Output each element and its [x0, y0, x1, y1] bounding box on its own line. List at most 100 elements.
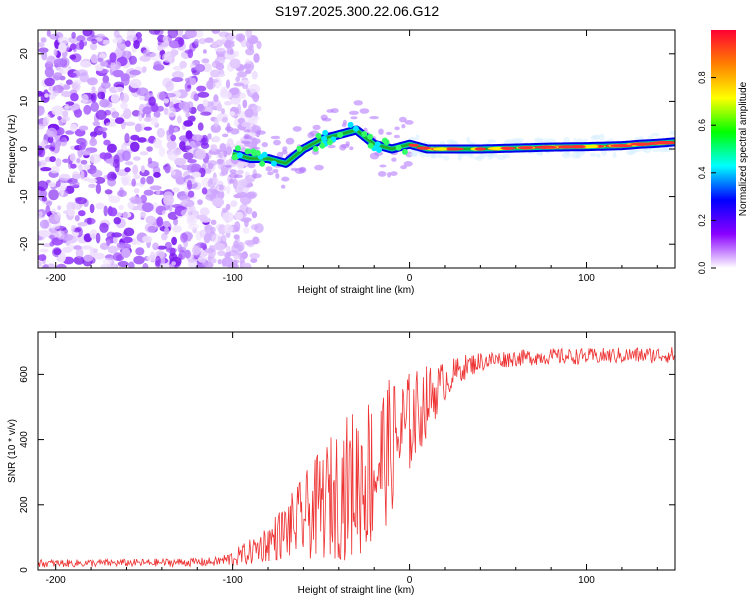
spectrogram-noise-blob: [187, 115, 196, 122]
spectrogram-noise-blob: [132, 164, 139, 176]
spectrogram-peak-spot: [535, 145, 558, 149]
spectrogram-noise-blob: [221, 116, 229, 123]
spectrogram-noise-blob: [76, 158, 81, 164]
spectrogram-noise-blob: [73, 256, 85, 265]
spectrogram-halo-blob: [404, 120, 414, 125]
spectrogram-noise-blob: [156, 189, 161, 196]
spectrogram-noise-blob: [58, 173, 71, 181]
spectrogram-noise-blob: [123, 108, 132, 120]
spectrogram-noise-blob: [187, 159, 197, 164]
spectrogram-noise-blob: [43, 263, 49, 268]
snr-ticks: -200 -100 0 100 0 200 400 600: [19, 332, 675, 586]
spectrogram-noise-blob: [215, 62, 225, 71]
spectrogram-noise-blob: [41, 50, 48, 61]
spectrogram-noise-blob: [95, 109, 107, 120]
spectrogram-noise-blob: [117, 190, 127, 197]
spectrogram-noise-blob: [177, 37, 184, 46]
spectrogram-noise-blob: [229, 111, 236, 116]
spectrogram-halo-blob: [379, 164, 387, 168]
spectrogram-halo-blob: [341, 143, 350, 149]
spectrogram-noise-blob: [117, 260, 129, 268]
spectrogram-noise-blob: [194, 38, 199, 45]
spectrogram-peak-spot: [568, 145, 586, 149]
spectrogram-noise-blob: [239, 254, 245, 266]
spectrogram-noise-blob: [89, 153, 102, 164]
spectrogram-peak-spot: [434, 147, 448, 151]
spectrogram-noise-blob: [187, 190, 195, 198]
spectrogram-halo-blob: [369, 116, 379, 120]
spectrogram-halo-blob: [546, 138, 556, 144]
spectrogram-noise-blob: [171, 236, 178, 246]
spectrogram-noise-blob: [251, 70, 258, 80]
spectrogram-noise-blob: [53, 58, 66, 67]
spectrogram-noise-blob: [233, 240, 239, 249]
spectrogram-noise-blob: [70, 224, 76, 232]
spectrogram-noise-blob: [91, 38, 98, 45]
spectrogram-halo-blob: [285, 137, 295, 145]
spectrogram-noise-blob: [148, 30, 161, 35]
spectrogram-noise-blob: [142, 106, 152, 115]
spectrogram-noise-blob: [38, 180, 48, 192]
spectrogram-noise-blob: [245, 48, 255, 56]
spectrogram-halo-blob: [281, 176, 290, 182]
spectrogram-noise-blob: [211, 233, 222, 244]
spectrogram-signal-ridge: [229, 121, 675, 168]
spectrogram-noise-blob: [171, 261, 177, 266]
spectrogram-noise-blob: [173, 218, 178, 226]
spectrogram-peak-spot: [517, 146, 534, 150]
spectrogram-noise-blob: [139, 55, 151, 62]
y-tick-label: 10: [19, 95, 30, 107]
spectrogram-halo-blob: [632, 148, 642, 153]
spectrogram-noise-blob: [204, 37, 214, 43]
spectrogram-noise-blob: [38, 145, 44, 156]
x-tick-label: -100: [223, 575, 243, 586]
x-tick-label: -200: [46, 273, 66, 284]
spectrogram-noise-blob: [58, 252, 66, 263]
spectrogram-noise-blob: [158, 146, 166, 158]
spectrogram-noise-blob: [210, 123, 221, 133]
spectrogram-noise-blob: [90, 30, 95, 37]
spectrogram-noise-blob: [106, 239, 111, 246]
spectrogram-halo-blob: [378, 128, 384, 135]
spectrogram-y-axis-label: Frequency (Hz): [7, 115, 18, 184]
spectrogram-noise-blob: [245, 207, 253, 215]
spectrogram-noise-blob: [79, 125, 89, 131]
spectrogram-noise-blob: [79, 39, 85, 50]
spectrogram-noise-blob: [122, 50, 131, 59]
spectrogram-noise-blob: [139, 95, 145, 101]
spectrogram-noise-blob: [131, 198, 143, 205]
spectrogram-noise-blob: [185, 112, 190, 118]
spectrogram-noise-blob: [78, 210, 86, 217]
y-tick-label: -10: [19, 189, 30, 204]
spectrogram-noise-blob: [39, 159, 48, 166]
spectrogram-noise-blob: [39, 248, 49, 253]
spectrogram-noise-blob: [49, 234, 55, 240]
spectrogram-noise-blob: [93, 252, 105, 260]
spectrogram-noise-blob: [183, 120, 194, 127]
spectrogram-noise-blob: [216, 103, 223, 112]
spectrogram-noise-blob: [73, 79, 83, 85]
spectrogram-noise-blob: [185, 130, 193, 140]
spectrogram-noise-blob: [104, 189, 113, 195]
spectrogram-noise-blob: [156, 216, 164, 227]
spectrogram-noise-blob: [189, 77, 197, 86]
spectrogram-peak-spot: [270, 160, 277, 167]
spectrogram-noise-blob: [188, 223, 199, 230]
spectrogram-noise-blob: [200, 142, 210, 149]
spectrogram-noise-blob: [256, 40, 262, 50]
y-tick-label: 0: [19, 146, 30, 152]
spectrogram-noise-blob: [199, 207, 210, 217]
spectrogram-halo-blob: [294, 167, 305, 174]
spectrogram-noise-blob: [197, 256, 207, 263]
spectrogram-noise-layer: [38, 30, 675, 268]
spectrogram-noise-blob: [184, 30, 197, 39]
spectrogram-noise-blob: [180, 209, 192, 217]
x-tick-label: 0: [407, 575, 413, 586]
spectrogram-noise-blob: [133, 255, 145, 265]
spectrogram-noise-blob: [57, 116, 62, 121]
spectrogram-peak-spot: [261, 151, 268, 158]
spectrogram-noise-blob: [90, 169, 103, 178]
spectrogram-noise-blob: [200, 111, 212, 116]
